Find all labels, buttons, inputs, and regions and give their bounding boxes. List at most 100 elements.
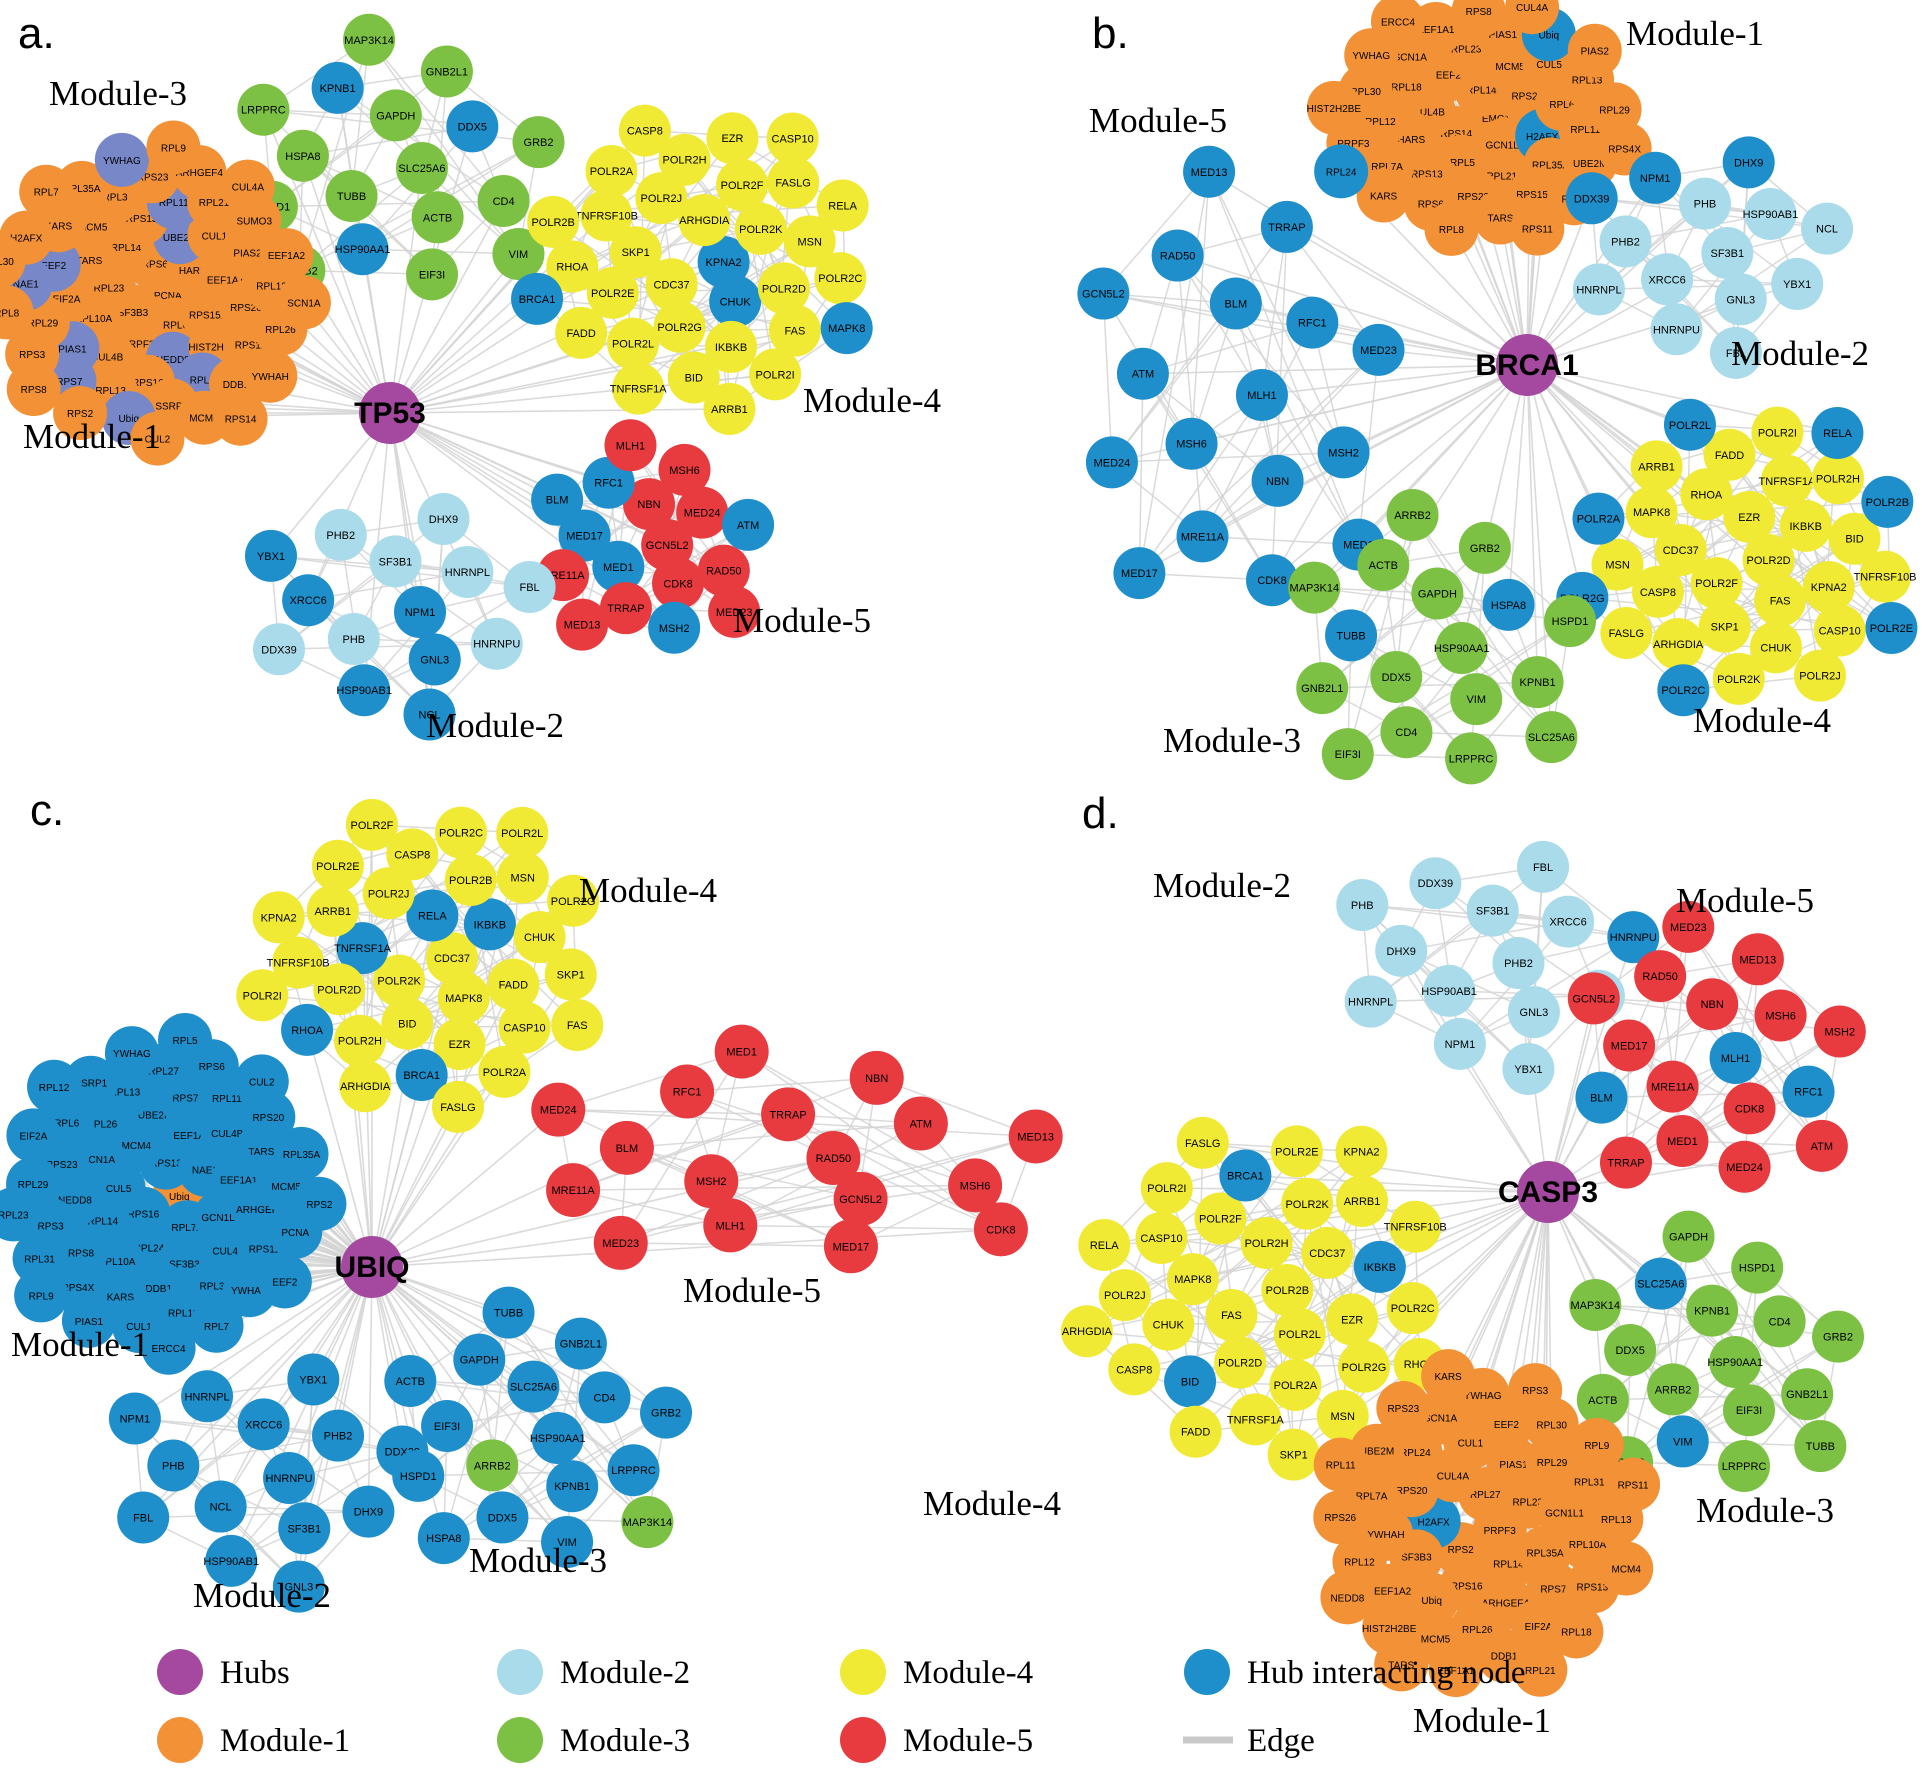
node-label: GAPDH <box>376 110 415 122</box>
node-NCL <box>403 688 456 741</box>
node-NCL <box>194 1480 247 1533</box>
node-label: PHB <box>1694 199 1717 211</box>
node-GNL3 <box>1714 273 1767 326</box>
node-label: EZR <box>1738 512 1760 524</box>
node-label: ARRB1 <box>314 906 351 918</box>
node-POLR2E <box>311 839 364 892</box>
node-POLR2A <box>1572 492 1625 545</box>
edge <box>1711 1003 1823 1147</box>
node-label: EEF1A2 <box>173 1131 211 1142</box>
edge <box>230 1266 373 1562</box>
node-label: POLR2E <box>1275 1146 1318 1158</box>
node-label: IKBKB <box>474 919 506 931</box>
node-label: MLH1 <box>1247 390 1276 402</box>
node-label: RPL30 <box>1536 1420 1567 1431</box>
edge <box>507 1312 635 1471</box>
legend-swatch-hubint <box>1184 1649 1230 1695</box>
node-label: EEF1A1 <box>207 275 245 286</box>
node-label: DDB1 <box>145 1284 172 1295</box>
node-POLR2E <box>1865 602 1918 655</box>
node-label: GCN5L2 <box>646 540 689 552</box>
node-label: MSN <box>797 236 822 248</box>
node-label: RPL14 <box>111 243 142 254</box>
node-label: UBE2M <box>1573 159 1607 170</box>
node-CDC37 <box>645 258 698 311</box>
node-YBX1 <box>1502 1042 1555 1095</box>
node-label: HSP90AA1 <box>530 1433 586 1445</box>
node-label: RPL23 <box>94 284 125 295</box>
edge <box>1286 226 1528 366</box>
node-label: RPL30 <box>200 1281 231 1292</box>
node-label: MED24 <box>1726 1162 1763 1174</box>
node-MED24 <box>676 486 729 539</box>
node-label: RPL12 <box>1344 1558 1375 1569</box>
legend-label: Hub interacting node <box>1247 1655 1526 1691</box>
node-label: MAP3K14 <box>1571 1300 1621 1312</box>
edge <box>1660 1283 1684 1442</box>
node-CASP8 <box>386 828 439 881</box>
node-label: GNB2L1 <box>426 66 468 78</box>
node-label: EIF3I <box>1736 1405 1762 1417</box>
node-label: RPS3 <box>19 350 46 361</box>
node-label: POLR2B <box>1266 1285 1309 1297</box>
node-POLR2A <box>585 145 638 198</box>
node-label: GAPDH <box>1669 1232 1708 1244</box>
node-ARRB1 <box>1630 440 1683 493</box>
edge <box>278 518 444 650</box>
node-label: YBX1 <box>1783 279 1811 291</box>
node-MED23 <box>593 1215 648 1270</box>
edge <box>1526 364 1539 683</box>
node-label: YWHAH <box>231 1286 268 1297</box>
node-label: RPS13 <box>150 1159 182 1170</box>
node-label: SSRP1 <box>74 1079 107 1090</box>
node-MAPK8 <box>820 302 873 355</box>
edge <box>1208 171 1528 366</box>
module-label: Module-2 <box>426 706 564 745</box>
node-CDK8 <box>1723 1082 1776 1135</box>
panel-d: PHB2 HSP90AB1 SF3B1 GNL3 DHX9 XRCC6 NPM1 DDX39 N… <box>923 789 1866 1740</box>
node-label: KPNA2 <box>706 257 742 269</box>
node-RHOA <box>1680 468 1733 521</box>
node-MLH1 <box>703 1198 758 1253</box>
edge <box>626 1147 852 1247</box>
node-TRRAP <box>761 1087 816 1142</box>
node-HSPA8 <box>276 129 329 182</box>
edge <box>1598 161 1750 290</box>
node-ACTB <box>384 1355 437 1408</box>
edge <box>303 1266 373 1529</box>
node-MLH1 <box>604 419 657 472</box>
cluster-module-4: POLR2D POLR2F EZR FAS CDC37 IKBKB SKP1 RHOA KPNA… <box>1556 398 1918 717</box>
node-CUL2 <box>234 1054 289 1109</box>
node-label: TARS <box>248 1147 274 1158</box>
node-label: HSP90AA1 <box>1434 643 1490 655</box>
node-GAPDH <box>1662 1210 1715 1263</box>
node-label: NPM1 <box>405 607 436 619</box>
node-GAPDH <box>1411 567 1464 620</box>
node-POLR2D <box>1742 534 1795 586</box>
node-label: RPS2 <box>306 1200 333 1211</box>
module-label: Module-4 <box>1693 701 1831 740</box>
node-POLR2B <box>1261 1264 1314 1316</box>
node-GNB2L1 <box>1296 662 1349 715</box>
module-label: Module-1 <box>11 1325 149 1364</box>
node-label: PIAS2 <box>1581 47 1610 58</box>
node-MSH6 <box>948 1158 1003 1213</box>
node-label: RPS7 <box>172 1094 199 1105</box>
edge <box>307 412 391 601</box>
cluster-module-4: CDC37 POLR2K RELA MAPK8 TNFRSF1A IKBKB BID POLR… <box>236 798 604 1133</box>
node-label: MAP3K14 <box>344 35 394 47</box>
edge <box>1671 926 1690 1087</box>
node-label: ACTB <box>1369 560 1398 572</box>
node-label: POLR2K <box>1285 1199 1329 1211</box>
node-label: RPL5 <box>1450 158 1475 169</box>
node-label: MAP3K14 <box>623 1517 673 1529</box>
node-label: POLR2A <box>1274 1380 1318 1392</box>
node-label: EEF2 <box>272 1277 297 1288</box>
node-DDX39 <box>1565 172 1618 225</box>
edge <box>1534 1191 1549 1391</box>
node-ACTB <box>411 191 464 244</box>
node-label: GRB2 <box>524 137 554 149</box>
node-HSPD1 <box>392 1449 445 1502</box>
node-label: GNL3 <box>1520 1007 1549 1019</box>
node-label: ARHGDIA <box>1062 1326 1113 1338</box>
